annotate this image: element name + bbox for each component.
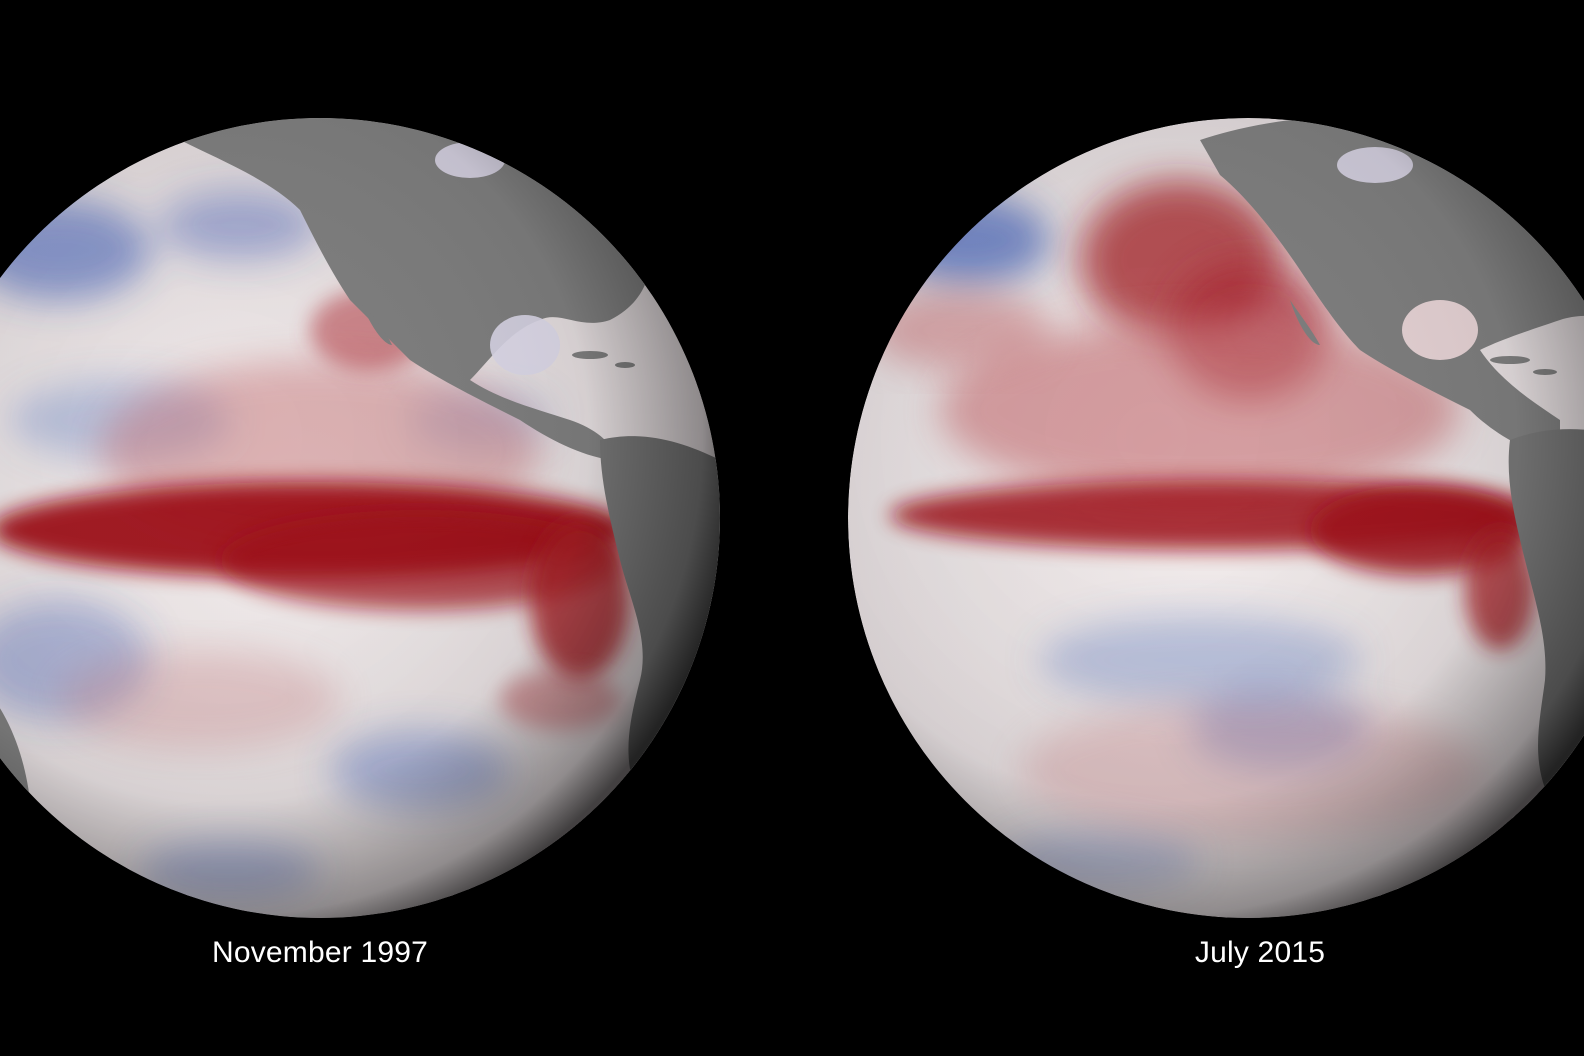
globe-november-1997 (0, 118, 720, 918)
caption-left: November 1997 (211, 936, 429, 969)
caption-right: July 2015 (1194, 936, 1326, 969)
globe-july-2015 (848, 118, 1584, 918)
